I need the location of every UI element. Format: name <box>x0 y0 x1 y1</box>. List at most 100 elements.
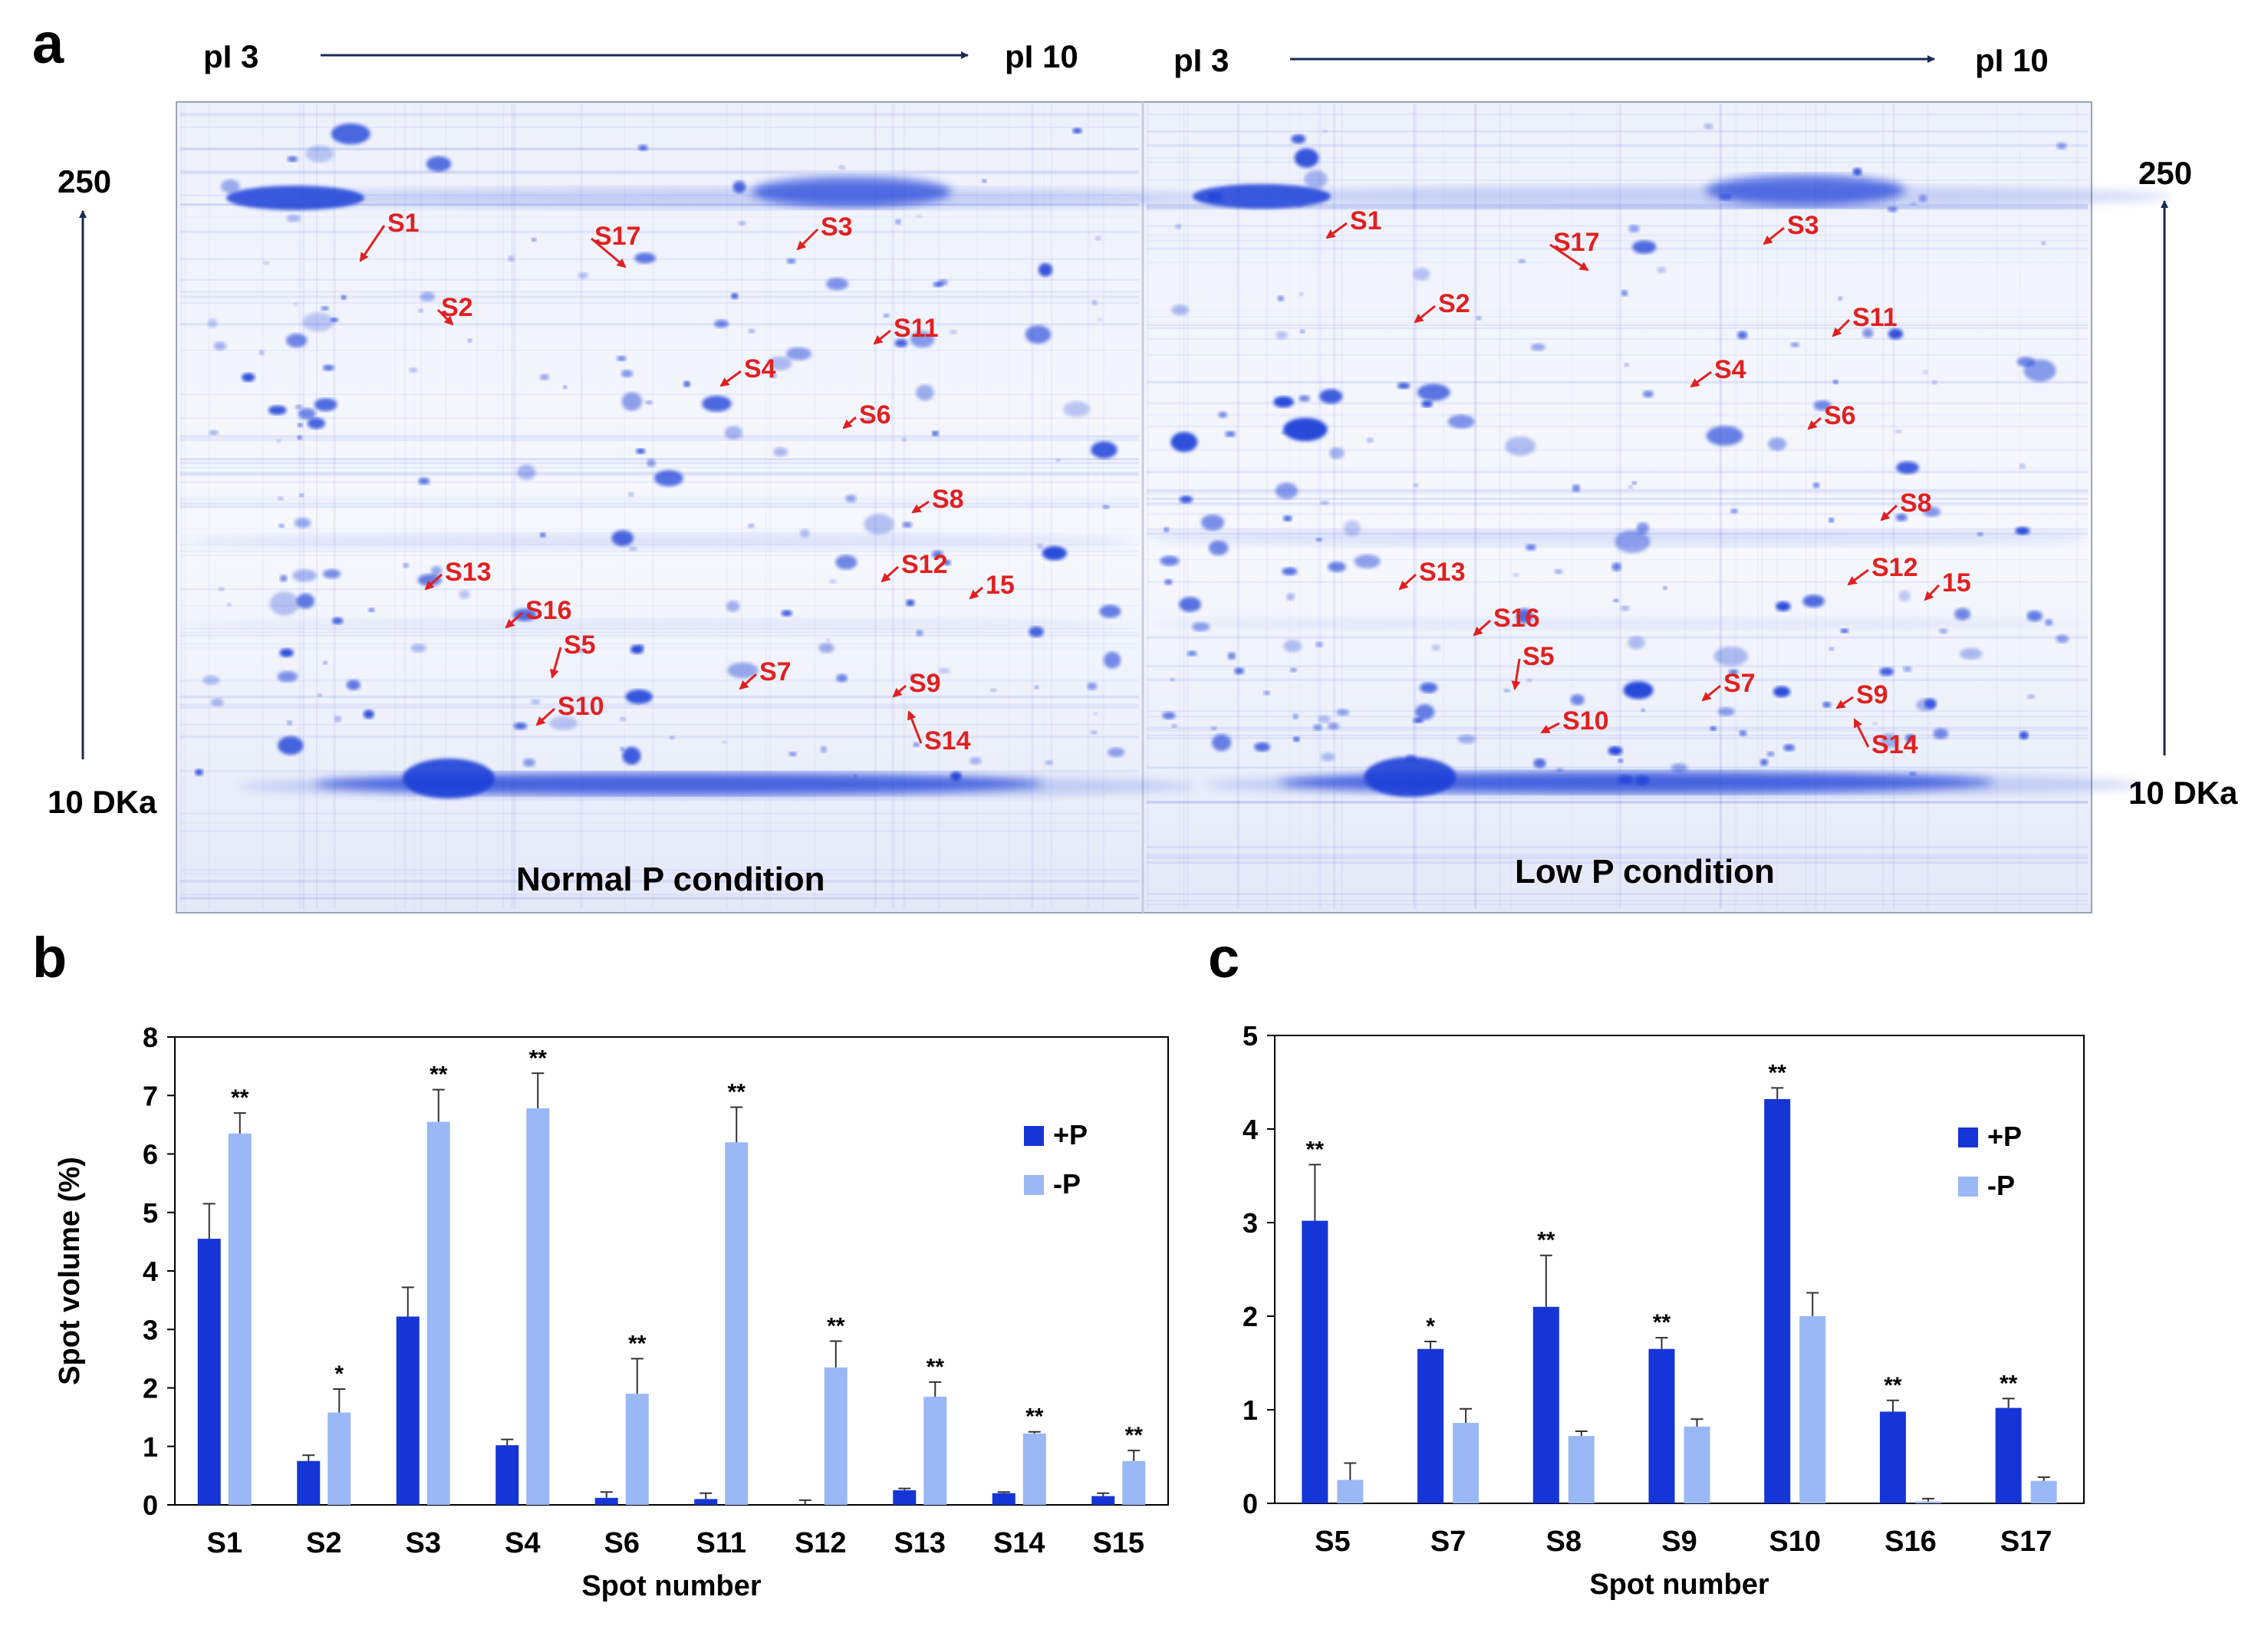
spot-arrow <box>842 416 857 430</box>
gel-streak <box>1412 104 1416 909</box>
gel-streak <box>1147 559 2088 561</box>
gel-spot <box>298 408 316 420</box>
bar-plus-p <box>694 1499 718 1505</box>
gel-spot <box>621 392 643 411</box>
gel-streak <box>180 323 1139 326</box>
gel-spot <box>683 380 690 387</box>
gel-spot <box>1513 573 1519 577</box>
gel-spot <box>1421 400 1433 408</box>
bar-minus-p <box>625 1394 649 1505</box>
gel-spot <box>1932 380 1937 385</box>
bar-plus-p <box>495 1445 519 1505</box>
gel-spot <box>269 591 300 616</box>
gel-streak <box>180 393 1139 396</box>
right-gel-pi-low: pI 3 <box>1174 42 1229 78</box>
gel-spot <box>1200 514 1225 531</box>
gel-spot <box>1829 647 1834 651</box>
spot-label: S4 <box>1714 355 1746 384</box>
spot-arrow <box>892 684 907 698</box>
gel-streak <box>1147 489 2088 492</box>
gel-streak <box>1147 324 2088 326</box>
gel-spot <box>1833 380 1838 384</box>
gel-spot <box>1812 482 1820 489</box>
gel-streak <box>180 127 1139 129</box>
gel-spot <box>299 493 304 497</box>
gel-spot <box>1880 733 1899 749</box>
gel-spot <box>1802 594 1825 607</box>
x-tick-label: S11 <box>696 1527 746 1559</box>
x-tick-label: S13 <box>894 1527 946 1559</box>
gel-spot <box>821 746 827 752</box>
gel-streak <box>180 258 1139 260</box>
gel-spot <box>1939 629 1948 634</box>
gel-spot <box>280 574 288 582</box>
gel-streak <box>180 147 1139 150</box>
gel-streak <box>1147 853 2088 857</box>
gel-streak <box>652 104 653 909</box>
x-tick-label: S3 <box>406 1527 441 1559</box>
gel-spot <box>2041 241 2046 245</box>
gel-streak <box>1147 512 2088 515</box>
spot-label: S16 <box>1493 604 1540 633</box>
spot-label: S2 <box>441 293 473 322</box>
significance-marker: ** <box>628 1331 647 1356</box>
gel-spot <box>818 643 834 653</box>
gel-spot <box>1072 128 1082 133</box>
gel-spot <box>902 522 913 528</box>
bar-plus-p <box>893 1490 917 1505</box>
gel-streak <box>1147 893 2088 895</box>
x-tick-label: S6 <box>604 1527 640 1559</box>
x-tick-label: S7 <box>1430 1526 1466 1558</box>
gel-streak <box>512 104 516 909</box>
gel-band <box>180 533 1139 548</box>
gel-spot <box>1822 702 1832 708</box>
gel-streak <box>180 417 1139 420</box>
gel-streak <box>180 812 1139 815</box>
gel-spot <box>1299 395 1310 402</box>
gel-spot <box>1087 682 1098 690</box>
gel-spot <box>1414 483 1419 487</box>
gel-streak <box>1333 104 1336 909</box>
y-tick-label: 0 <box>143 1490 158 1521</box>
gel-spot <box>1618 759 1624 763</box>
gel-spot <box>2056 634 2069 644</box>
gel-spot <box>826 638 830 642</box>
gel-streak <box>1147 497 2088 501</box>
gel-spot <box>1094 235 1101 241</box>
gel-spot <box>1717 707 1735 716</box>
gel-streak <box>1147 845 2088 848</box>
gel-spot <box>1212 734 1232 752</box>
gel-spot <box>1091 730 1098 735</box>
gel-spot <box>1554 569 1562 574</box>
gel-streak <box>1443 104 1444 909</box>
gel-streak <box>1719 104 1723 909</box>
gel-spot <box>1299 292 1304 296</box>
gel-spot <box>418 477 430 485</box>
gel-streak <box>1147 316 2088 318</box>
gel-spot <box>1636 522 1649 534</box>
gel-spot <box>1164 579 1173 585</box>
gel-spot <box>1840 628 1848 634</box>
spot-label: S3 <box>821 212 853 242</box>
gel-spot <box>1909 772 1917 776</box>
gel-spot <box>611 530 634 546</box>
spot-arrow <box>1540 722 1560 734</box>
gel-spot <box>1710 726 1717 731</box>
gel-spot <box>1533 758 1546 769</box>
gel-spot <box>629 546 637 551</box>
gel-streak <box>180 114 1139 117</box>
gel-spot <box>1457 734 1476 744</box>
gel-spot <box>1516 608 1533 624</box>
gel-spot <box>1905 734 1915 742</box>
spot-label: S12 <box>1871 553 1918 582</box>
gel-streak <box>180 350 1139 351</box>
gel-streak <box>1147 801 2088 804</box>
gel-spot <box>1171 305 1189 316</box>
gel-spot <box>1405 754 1417 762</box>
gel-streak <box>1147 801 2088 804</box>
gel-spot <box>645 400 653 405</box>
gel-streak <box>180 291 1139 293</box>
gel-streak <box>1147 498 2088 499</box>
gel-streak <box>180 295 1139 298</box>
